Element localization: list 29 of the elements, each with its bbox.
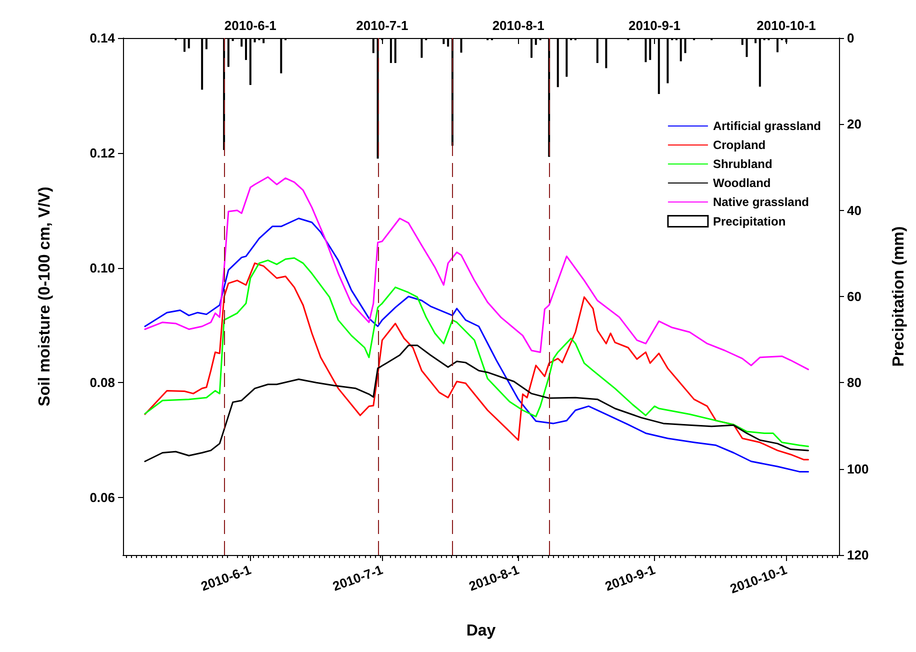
y2-tick-label: 0 [847,30,854,46]
y-tick-label: 0.14 [90,30,116,46]
y2-tick-label: 120 [847,548,869,562]
y-tick-label: 0.08 [90,375,115,390]
x-axis-title: Day [466,622,496,640]
y2-tick-label: 40 [847,202,862,218]
y-tick-label: 0.06 [90,490,115,506]
y2-tick-label: 60 [847,289,862,304]
y2-tick-label: 20 [847,116,862,132]
y-tick-label: 0.10 [90,260,115,276]
line-series [144,176,809,370]
line-series [144,344,809,462]
x-tick-label: 2010-8-1 [492,18,544,33]
legend-label: Cropland [712,138,766,152]
legend-label: Native grassland [712,195,810,209]
x-tick-label: 2010-10-1 [756,18,816,33]
legend-label: Woodland [712,176,771,190]
x-tick-label: 2010-6-1 [224,18,276,33]
x-tick-label: 2010-9-1 [628,18,681,33]
legend-label: Artificial grassland [712,119,822,133]
legend-label: Precipitation [712,214,786,228]
y2-tick-label: 100 [847,461,869,476]
x-tick-label: 2010-7-1 [356,18,408,33]
line-series [144,218,809,472]
y2-tick-label: 80 [847,375,862,390]
y-axis-title: Soil moisture (0-100 cm, V/V) [36,186,54,406]
y2-axis-title: Precipitation (mm) [890,226,908,367]
y-tick-label: 0.12 [90,145,115,160]
legend-label: Shrubland [712,157,772,171]
